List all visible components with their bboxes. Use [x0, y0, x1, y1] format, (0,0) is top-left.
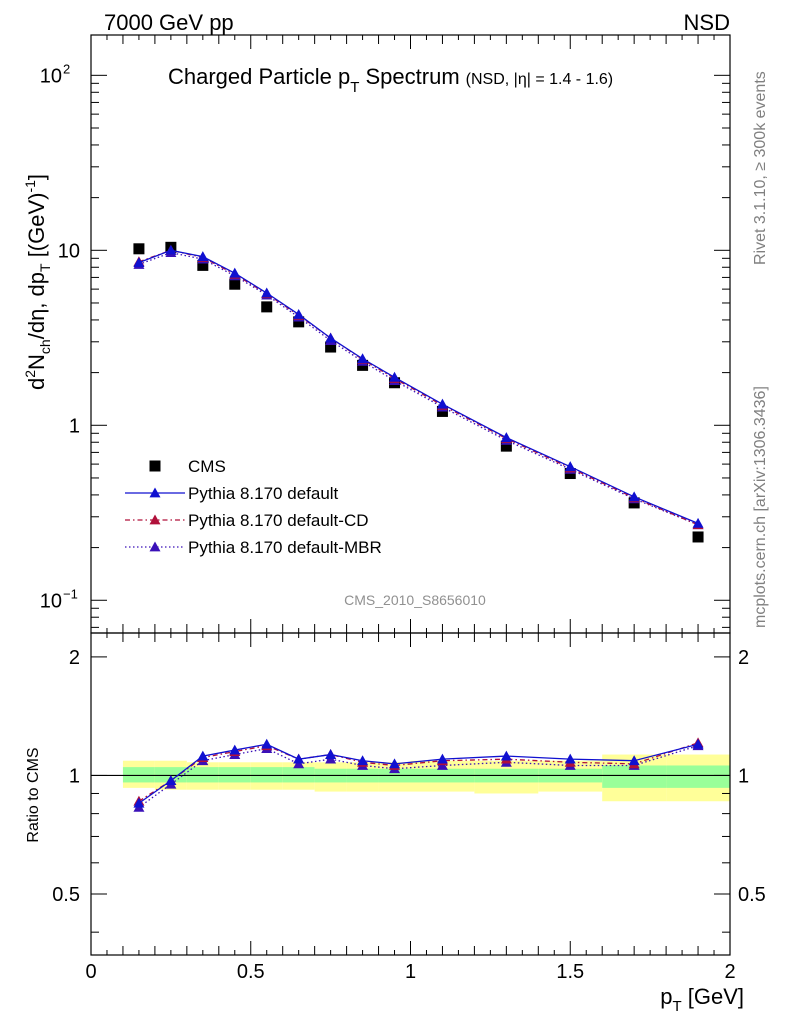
- cms-data-point: [293, 316, 305, 328]
- default-ratio-marker: [628, 755, 640, 766]
- chart-title: Charged Particle pT Spectrum (NSD, |η| = …: [168, 64, 613, 96]
- default-ratio-marker: [389, 758, 401, 769]
- ratio-y-tick-label: 2: [69, 647, 80, 669]
- default-marker: [389, 371, 401, 382]
- legend-swatch-cd: [149, 514, 161, 525]
- stat-band-green: [602, 765, 667, 788]
- ratio-y-tick-label-right: 2: [738, 647, 749, 669]
- stat-band-green: [186, 767, 219, 783]
- default-ratio-marker: [357, 755, 369, 766]
- x-tick-label: 0: [85, 961, 96, 983]
- mcplots-label: mcplots.cern.ch [arXiv:1306.3436]: [752, 386, 769, 628]
- default-ratio-marker: [500, 750, 512, 761]
- cms-data-point: [229, 278, 241, 290]
- legend: CMS Pythia 8.170 default Pythia 8.170 defa…: [125, 457, 382, 557]
- default-marker: [357, 353, 369, 364]
- cms-data-point: [197, 259, 209, 271]
- cms-data-point: [325, 341, 337, 353]
- default-marker: [692, 517, 704, 528]
- default-marker: [325, 332, 337, 343]
- x-tick-label: 2: [724, 961, 735, 983]
- stat-band-green: [122, 767, 155, 783]
- default-ratio-marker: [261, 738, 273, 749]
- default-ratio-marker: [197, 750, 209, 761]
- legend-label-mbr: Pythia 8.170 default-MBR: [188, 538, 382, 557]
- default-marker: [500, 432, 512, 443]
- y-tick-label: 10: [40, 590, 62, 612]
- default-ratio-marker: [133, 797, 145, 808]
- ratio-y-tick-label-right: 0.5: [738, 884, 766, 906]
- stat-band-green: [218, 767, 251, 783]
- default-marker: [564, 461, 576, 472]
- header-right: NSD: [684, 10, 730, 35]
- ratio-y-tick-label: 0.5: [52, 884, 80, 906]
- y-tick-label: 10: [58, 240, 80, 262]
- rivet-label: Rivet 3.1.10, ≥ 300k events: [752, 71, 769, 265]
- default-ratio-marker: [564, 753, 576, 764]
- x-tick-label: 1.5: [556, 961, 584, 983]
- main-frame: [90, 34, 731, 634]
- default-ratio-marker: [293, 753, 305, 764]
- ratio-y-tick-label: 1: [69, 765, 80, 787]
- x-tick-label: 1: [405, 961, 416, 983]
- cms-data-point: [133, 243, 145, 255]
- mbr-line: [138, 251, 699, 526]
- ratio-panel: 0 0.5 1 1.5 2 0.5 0.5 1 1 2 2: [52, 35, 766, 983]
- default-ratio-marker: [436, 753, 448, 764]
- mbr-ratio-line: [138, 745, 699, 808]
- default-marker: [133, 257, 145, 268]
- default-line: [138, 249, 699, 524]
- default-ratio-marker: [692, 738, 704, 749]
- default-ratio-marker: [229, 744, 241, 755]
- cms-data-point: [261, 301, 273, 313]
- y-tick-label: 1: [69, 415, 80, 437]
- header-left: 7000 GeV pp: [104, 10, 234, 35]
- default-marker: [165, 244, 177, 255]
- default-marker: [197, 251, 209, 262]
- default-ratio-marker: [165, 775, 177, 786]
- default-ratio-marker: [325, 749, 337, 759]
- default-marker: [229, 267, 241, 278]
- x-tick-label: 0.5: [237, 961, 265, 983]
- stat-band-green: [666, 765, 730, 788]
- legend-label-default: Pythia 8.170 default: [188, 484, 339, 503]
- legend-label-cd: Pythia 8.170 default-CD: [188, 511, 369, 530]
- default-marker: [261, 287, 273, 298]
- legend-swatch-cms: [149, 460, 161, 472]
- analysis-watermark: CMS_2010_S8656010: [344, 592, 486, 608]
- cms-data-point: [500, 440, 512, 452]
- cd-line: [138, 249, 699, 526]
- ratio-ylabel: Ratio to CMS: [25, 747, 42, 842]
- ratio-y-tick-label-right: 1: [738, 765, 749, 787]
- cd-ratio-line: [138, 742, 699, 802]
- stat-band-green: [250, 767, 283, 783]
- legend-swatch-default: [149, 487, 161, 498]
- default-marker: [293, 308, 305, 319]
- stat-band-green: [282, 767, 315, 783]
- main-ylabel: d2Nch/dη, dpT [(GeV)-1]: [22, 174, 53, 390]
- default-marker: [436, 398, 448, 409]
- x-axis-label: pT [GeV]: [660, 984, 744, 1015]
- y-tick-label: 10: [40, 65, 62, 87]
- legend-label-cms: CMS: [188, 457, 226, 476]
- default-ratio-line: [138, 743, 699, 804]
- y-tick-exponent: 2: [63, 61, 70, 76]
- y-tick-exponent: −1: [63, 586, 78, 601]
- cms-data-point: [692, 531, 704, 543]
- default-marker: [628, 491, 640, 502]
- legend-swatch-mbr: [149, 541, 161, 552]
